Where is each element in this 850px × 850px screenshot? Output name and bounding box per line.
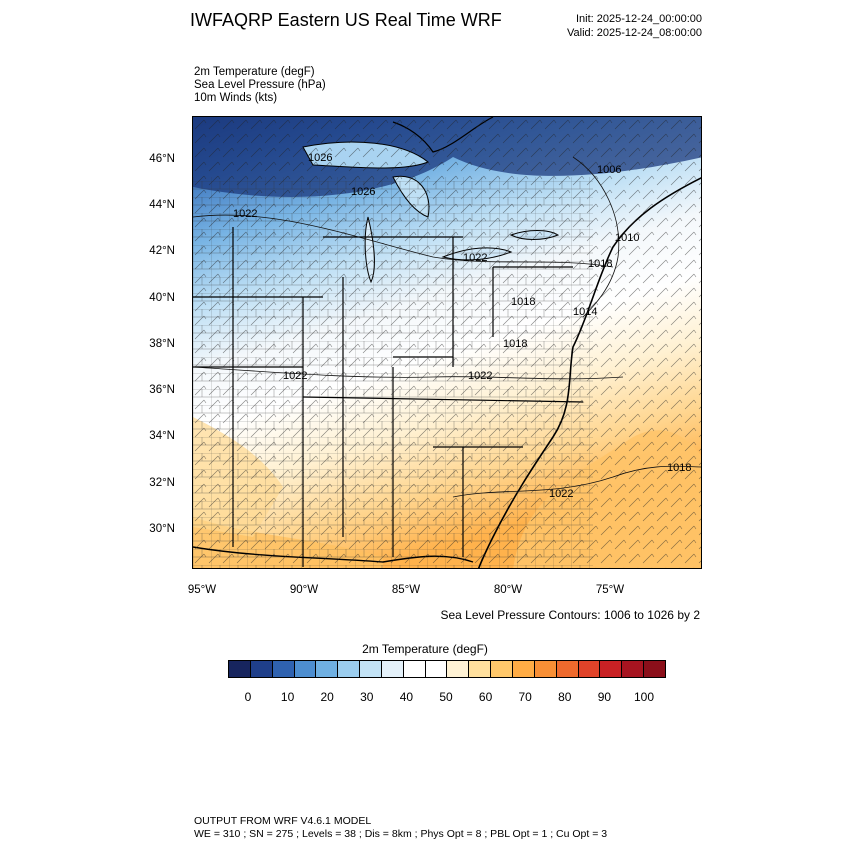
map-title: IWFAQRP Eastern US Real Time WRF (190, 10, 502, 30)
colorbar-swatch (534, 661, 557, 677)
valid-time: Valid: 2025-12-24_08:00:00 (567, 27, 702, 39)
lat-label: 34°N (149, 430, 175, 442)
pressure-contours (193, 156, 701, 498)
colorbar-swatch (491, 661, 513, 677)
lon-label: 75°W (595, 584, 625, 596)
colorbar-swatch (272, 661, 295, 677)
colorbar-tick-label: 40 (399, 690, 414, 704)
lon-label: 85°W (391, 584, 421, 596)
colorbar-tick-label: 90 (597, 690, 612, 704)
pressure-label-group: 1026 1026 1022 1018 1006 1010 1022 1018 … (233, 152, 691, 500)
colorbar-swatch (469, 661, 492, 677)
pressure-label: 1022 (468, 370, 492, 382)
colorbar-swatch (316, 661, 339, 677)
lon-label: 95°W (187, 584, 217, 596)
colorbar-swatch (229, 661, 251, 677)
colorbar-swatch (556, 661, 579, 677)
pressure-label: 1010 (615, 232, 639, 244)
footer-model: OUTPUT FROM WRF V4.6.1 MODEL (194, 815, 372, 827)
pressure-label: 1018 (503, 338, 527, 350)
pressure-label: 1026 (308, 152, 332, 164)
colorbar-swatch (360, 661, 382, 677)
pressure-label: 1022 (283, 370, 307, 382)
lat-label: 40°N (149, 292, 175, 304)
lat-label: 36°N (149, 384, 175, 396)
contour-note: Sea Level Pressure Contours: 1006 to 102… (440, 608, 701, 622)
colorbar-swatch (338, 661, 361, 677)
pressure-label: 1022 (463, 252, 487, 264)
colorbar-swatch (578, 661, 601, 677)
colorbar-tick-label: 80 (558, 690, 572, 704)
colorbar-swatch (644, 661, 665, 677)
init-time: Init: 2025-12-24_00:00:00 (576, 13, 702, 25)
lat-label: 38°N (149, 338, 175, 350)
colorbar-tick-label: 30 (360, 690, 374, 704)
colorbar-swatch (250, 661, 273, 677)
pressure-label: 1018 (511, 296, 535, 308)
footer-config: WE = 310 ; SN = 275 ; Levels = 38 ; Dis … (194, 828, 608, 840)
lon-label: 90°W (289, 584, 319, 596)
field-label-pressure: Sea Level Pressure (hPa) (194, 79, 326, 91)
lon-label: 80°W (493, 584, 523, 596)
pressure-label: 1018 (667, 462, 691, 474)
colorbar-swatch (294, 661, 317, 677)
pressure-label: 1022 (549, 488, 573, 500)
colorbar-tick-label: 0 (244, 690, 252, 704)
colorbar-tick-label: 70 (518, 690, 532, 704)
lat-label: 44°N (149, 199, 175, 211)
colorbar-tick-label: 10 (280, 690, 295, 704)
pressure-label: 1006 (597, 164, 621, 176)
field-label-temperature: 2m Temperature (degF) (194, 66, 315, 78)
field-label-winds: 10m Winds (kts) (194, 92, 278, 104)
colorbar-title: 2m Temperature (degF) (362, 642, 488, 656)
colorbar-swatch (403, 661, 426, 677)
lat-label: 30°N (149, 523, 175, 535)
colorbar-swatch (447, 661, 470, 677)
pressure-label: 1022 (233, 208, 257, 220)
colorbar-tick-label: 100 (633, 690, 655, 704)
colorbar-tick-label: 50 (439, 690, 453, 704)
lat-label: 46°N (149, 153, 175, 165)
colorbar-tick-label: 20 (320, 690, 334, 704)
pressure-label: 1026 (351, 186, 375, 198)
colorbar-swatch (381, 661, 404, 677)
wind-barbs (193, 117, 701, 568)
lat-label: 42°N (149, 245, 175, 257)
colorbar-tick-label: 60 (478, 690, 493, 704)
colorbar-swatch (512, 661, 535, 677)
colorbar (228, 660, 666, 678)
colorbar-swatch (425, 661, 448, 677)
weather-map: 1026 1026 1022 1018 1006 1010 1022 1018 … (193, 117, 701, 568)
lat-label: 32°N (149, 477, 175, 489)
pressure-label: 1018 (588, 258, 612, 270)
colorbar-swatch (622, 661, 645, 677)
colorbar-swatch (600, 661, 623, 677)
map-panel: 1026 1026 1022 1018 1006 1010 1022 1018 … (192, 116, 702, 569)
pressure-label: 1014 (573, 306, 597, 318)
